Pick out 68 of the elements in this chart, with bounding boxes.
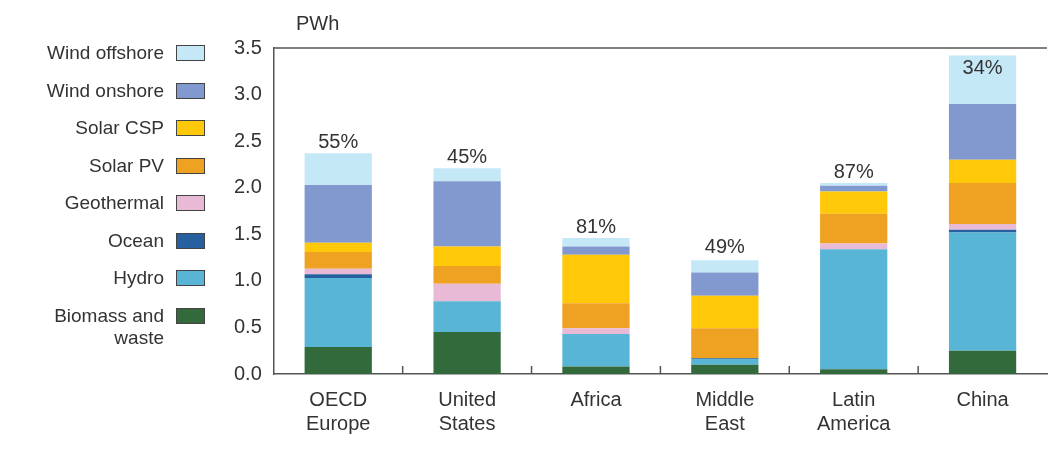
bar	[304, 251, 372, 269]
bar	[562, 254, 630, 304]
bar	[948, 232, 1017, 351]
bar	[562, 303, 630, 329]
bar	[433, 246, 501, 266]
bar	[562, 333, 630, 367]
bar	[433, 283, 501, 302]
bar	[562, 238, 630, 247]
annotation: 55%	[318, 129, 359, 152]
bar	[562, 366, 630, 374]
annotation: 87%	[833, 159, 874, 182]
y-tick-label: 0.0	[233, 361, 262, 384]
legend-label: Wind onshore	[46, 79, 164, 102]
x-tick-label: OECD Europe	[305, 387, 371, 434]
y-axis-title: PWh	[296, 12, 340, 35]
legend-label: Solar CSP	[75, 117, 164, 139]
y-tick-label: 2.5	[233, 128, 262, 151]
bar	[948, 103, 1017, 160]
bar	[433, 332, 501, 374]
bar	[948, 350, 1017, 374]
bar	[691, 272, 759, 296]
x-tick-label: Middle East	[695, 387, 755, 434]
annotation: 49%	[704, 235, 746, 258]
bar	[433, 168, 501, 182]
y-tick-label: 1.5	[233, 221, 262, 244]
y-tick-label: 1.0	[233, 268, 262, 291]
bar	[820, 191, 888, 214]
bar	[820, 183, 888, 186]
x-tick-label: United States	[438, 387, 497, 434]
y-tick-label: 2.0	[233, 175, 262, 198]
bar	[691, 260, 759, 273]
bar	[433, 301, 501, 333]
x-tick-label: Africa	[570, 387, 623, 410]
bar	[691, 295, 759, 329]
legend-label: Wind offshore	[47, 42, 164, 64]
bar	[304, 184, 372, 243]
bar	[304, 278, 372, 347]
bar	[820, 213, 888, 244]
bar	[948, 183, 1017, 225]
bar	[433, 265, 501, 284]
bar	[304, 153, 372, 185]
bar	[948, 55, 1017, 104]
annotation: 45%	[447, 144, 488, 167]
bar	[691, 328, 759, 359]
legend-label: Hydro	[113, 267, 164, 289]
y-tick-label: 0.5	[233, 314, 262, 337]
bar	[948, 159, 1017, 184]
bar	[562, 328, 630, 334]
bar	[562, 246, 630, 255]
bar	[433, 181, 501, 247]
bar	[691, 359, 759, 365]
annotation: 81%	[575, 214, 617, 237]
bar	[304, 274, 372, 279]
bar	[691, 364, 759, 374]
legend-label: Geothermal	[64, 192, 164, 214]
annotation: 34%	[962, 55, 1003, 78]
bar	[820, 369, 888, 374]
bar	[948, 224, 1017, 230]
legend-label: Ocean	[108, 229, 164, 252]
bar	[820, 249, 888, 370]
legend-label: Biomass and waste	[53, 304, 164, 349]
x-tick-label: China	[956, 387, 1010, 410]
y-tick-label: 3.5	[233, 35, 262, 58]
bar	[304, 346, 372, 374]
x-tick-label: Latin America	[817, 387, 892, 434]
bar	[304, 242, 372, 252]
y-tick-label: 3.0	[233, 82, 262, 105]
legend-label: Solar PV	[89, 154, 164, 177]
